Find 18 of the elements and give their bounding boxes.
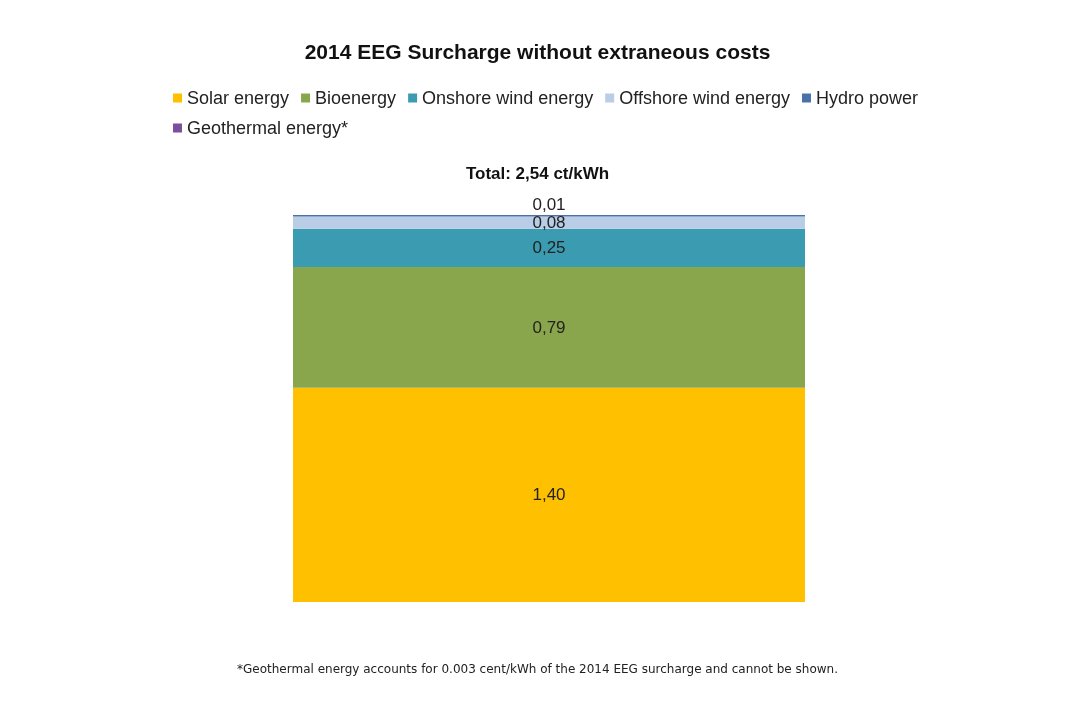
legend-label: Onshore wind energy	[422, 88, 594, 108]
data-label: 0,25	[532, 238, 566, 258]
bar	[293, 387, 805, 602]
data-label: 1,40	[532, 485, 566, 505]
legend-label: Geothermal energy*	[187, 118, 349, 138]
data-label: 0,79	[532, 317, 566, 337]
legend-label: Offshore wind energy	[619, 88, 790, 108]
data-label: 0,08	[532, 213, 566, 233]
text: *Geothermal energy accounts for 0.003 cent/kWh of the 2014 EEG surcharge and cannot be shown.	[237, 662, 838, 676]
bar	[293, 216, 805, 229]
bar	[293, 267, 805, 388]
data-label: 0,01	[532, 195, 566, 214]
chart-title: 2014 EEG Surcharge without extraneous costs	[304, 40, 771, 63]
legend-label: Hydro power	[815, 88, 919, 108]
chart-subtitle: Total: 2,54 ct/kWh	[465, 164, 610, 183]
legend-label: Solar energy	[187, 88, 290, 108]
bar	[293, 228, 805, 268]
legend-label: Bioenergy	[315, 88, 397, 108]
